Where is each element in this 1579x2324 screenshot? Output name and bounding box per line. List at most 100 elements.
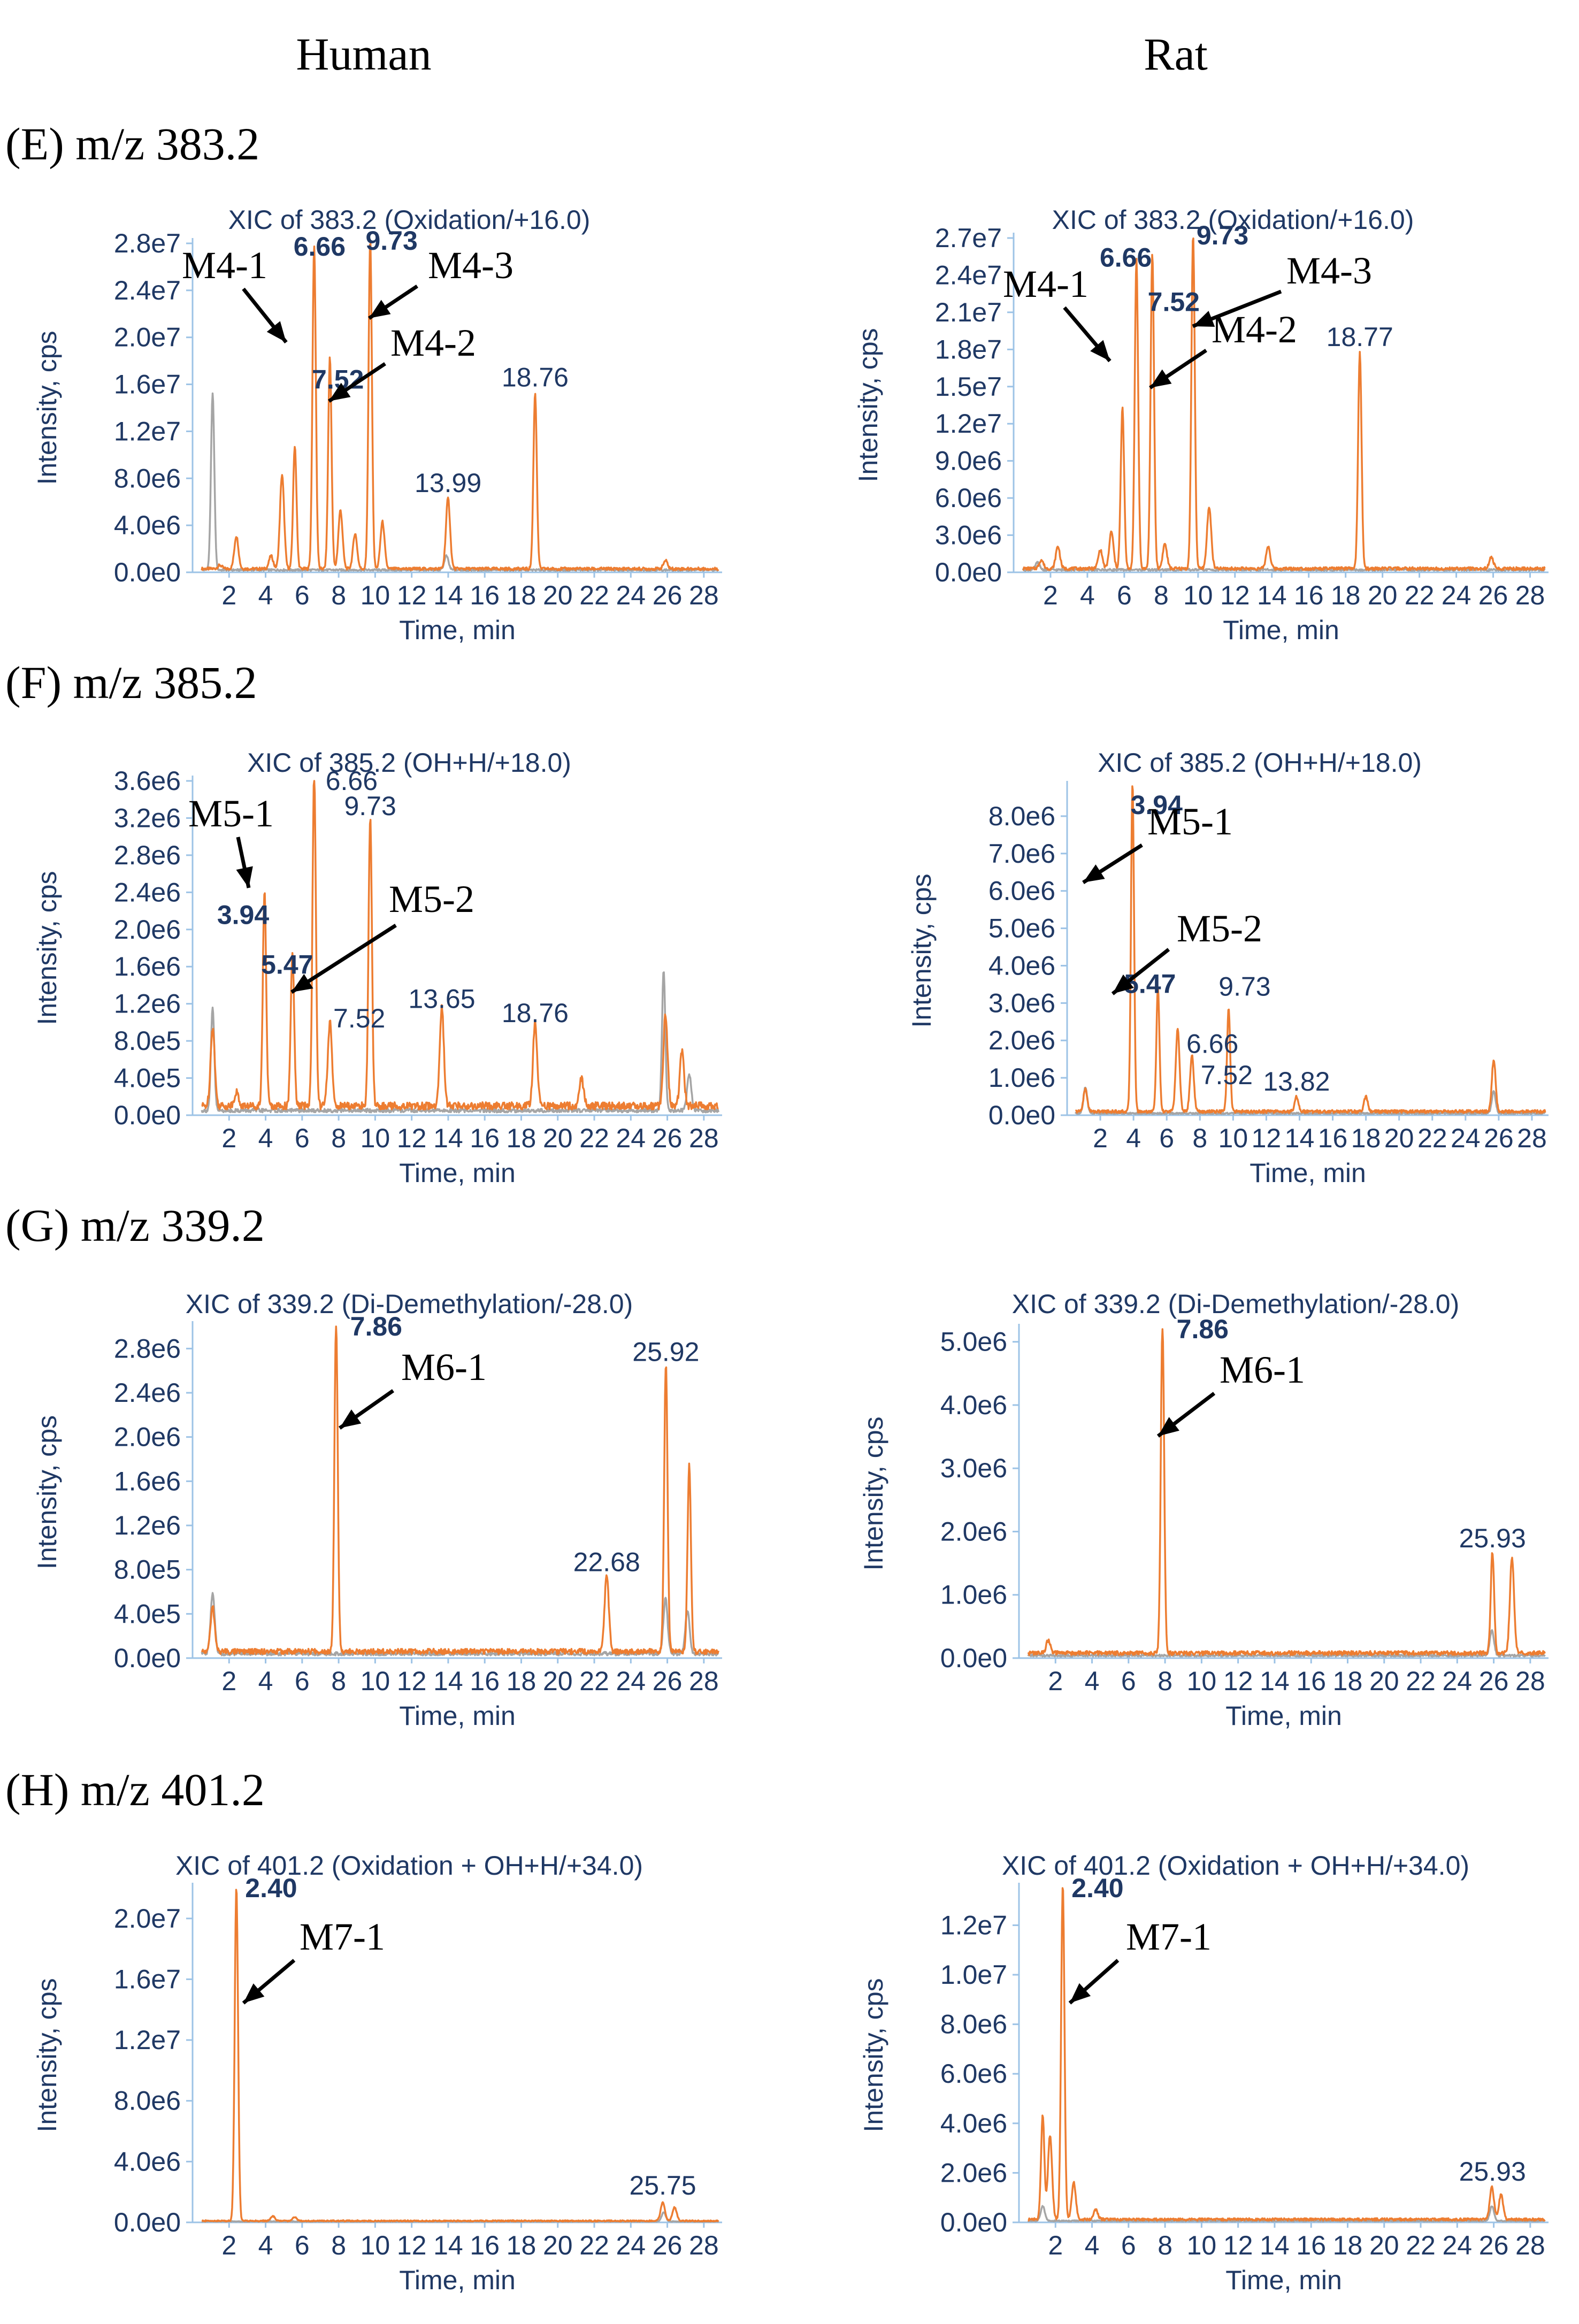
x-tick-label: 6 bbox=[295, 1666, 310, 1696]
y-tick-label: 1.0e6 bbox=[940, 1580, 1007, 1610]
peak-label: 3.94 bbox=[217, 900, 270, 930]
annotation-arrow-head bbox=[1193, 311, 1215, 327]
x-tick-label: 10 bbox=[361, 1666, 390, 1696]
x-tick-label: 2 bbox=[221, 580, 236, 610]
y-tick-label: 4.0e6 bbox=[940, 2108, 1007, 2138]
x-tick-label: 22 bbox=[1406, 2230, 1436, 2260]
y-tick-label: 0.0e0 bbox=[114, 1643, 181, 1673]
sample-trace bbox=[201, 243, 719, 571]
x-tick-label: 6 bbox=[1117, 580, 1132, 610]
x-tick-label: 24 bbox=[1442, 1666, 1472, 1696]
x-tick-label: 20 bbox=[1369, 1666, 1399, 1696]
y-tick-label: 1.5e7 bbox=[935, 372, 1002, 402]
control-trace bbox=[201, 1592, 719, 1656]
x-tick-label: 24 bbox=[616, 2230, 646, 2260]
control-trace bbox=[1027, 1629, 1546, 1658]
y-tick-label: 0.0e0 bbox=[935, 557, 1002, 587]
x-tick-label: 22 bbox=[579, 580, 609, 610]
y-tick-label: 2.8e6 bbox=[114, 1333, 181, 1363]
x-tick-label: 10 bbox=[1183, 580, 1213, 610]
x-tick-label: 28 bbox=[1515, 1666, 1545, 1696]
chart-title: XIC of 401.2 (Oxidation + OH+H/+34.0) bbox=[175, 1851, 643, 1881]
peak-label: 25.75 bbox=[629, 2170, 696, 2200]
peak-label: 6.66 bbox=[294, 232, 346, 262]
metabolite-annotation: M7-1 bbox=[300, 1915, 385, 1958]
y-tick-label: 2.8e7 bbox=[114, 228, 181, 258]
y-tick-label: 2.4e7 bbox=[114, 275, 181, 305]
y-tick-label: 1.2e7 bbox=[114, 416, 181, 446]
y-tick-label: 7.0e6 bbox=[988, 839, 1055, 869]
x-tick-label: 18 bbox=[507, 2230, 536, 2260]
x-tick-label: 16 bbox=[1296, 1666, 1326, 1696]
peak-label: 3.94 bbox=[1131, 790, 1183, 820]
y-tick-label: 1.2e6 bbox=[114, 1510, 181, 1540]
metabolite-annotation: M4-3 bbox=[428, 244, 513, 287]
x-tick-label: 26 bbox=[653, 2230, 683, 2260]
peak-label: 7.52 bbox=[1148, 287, 1200, 317]
peak-label: 7.52 bbox=[333, 1003, 385, 1033]
annotation-arrow-head bbox=[292, 974, 313, 992]
x-tick-label: 16 bbox=[1318, 1123, 1348, 1153]
x-tick-label: 14 bbox=[433, 1666, 463, 1696]
x-tick-label: 20 bbox=[543, 2230, 573, 2260]
y-tick-label: 2.1e7 bbox=[935, 297, 1002, 327]
peak-label: 7.52 bbox=[1201, 1060, 1253, 1090]
y-tick-label: 2.4e6 bbox=[114, 1378, 181, 1408]
y-tick-label: 8.0e6 bbox=[114, 463, 181, 493]
chart-title: XIC of 383.2 (Oxidation/+16.0) bbox=[1052, 205, 1414, 235]
x-tick-label: 4 bbox=[1126, 1123, 1141, 1153]
chart-rat-3: XIC of 385.2 (OH+H/+18.0) 0.0e0 1.0e6 2.0e6… bbox=[907, 748, 1549, 1188]
x-tick-label: 20 bbox=[543, 1666, 573, 1696]
x-tick-label: 14 bbox=[1285, 1123, 1315, 1153]
x-tick-label: 14 bbox=[433, 1123, 463, 1153]
x-tick-label: 8 bbox=[1192, 1123, 1207, 1153]
x-axis-label: Time, min bbox=[1225, 2265, 1342, 2295]
y-tick-label: 1.0e7 bbox=[940, 1960, 1007, 1990]
y-tick-label: 4.0e5 bbox=[114, 1063, 181, 1093]
metabolite-annotation: M4-2 bbox=[1212, 308, 1297, 351]
x-tick-label: 6 bbox=[295, 580, 310, 610]
x-tick-label: 14 bbox=[433, 580, 463, 610]
y-tick-label: 2.0e7 bbox=[114, 1904, 181, 1934]
annotation-arrow-head bbox=[1113, 974, 1134, 994]
x-tick-label: 24 bbox=[1442, 580, 1471, 610]
sample-trace bbox=[1075, 785, 1546, 1114]
chart-rat-7: XIC of 401.2 (Oxidation + OH+H/+34.0) 0.0… bbox=[859, 1851, 1549, 2295]
chart-rat-1: XIC of 383.2 (Oxidation/+16.0) 0.0e0 3.0e6… bbox=[853, 205, 1549, 645]
chart-human-4: XIC of 339.2 (Di-Demethylation/-28.0) 0.0… bbox=[32, 1289, 722, 1731]
y-axis-label: Intensity, cps bbox=[853, 328, 883, 482]
sample-trace bbox=[1028, 1887, 1546, 2222]
peak-label: 5.47 bbox=[261, 950, 313, 980]
peak-label: 22.68 bbox=[573, 1547, 640, 1577]
y-tick-label: 6.0e6 bbox=[935, 483, 1002, 513]
peak-label: 25.93 bbox=[1459, 1523, 1526, 1553]
x-tick-label: 28 bbox=[689, 1666, 719, 1696]
charts-container: XIC of 383.2 (Oxidation/+16.0) 0.0e0 4.0e6… bbox=[32, 205, 1549, 2295]
metabolite-annotation: M5-2 bbox=[1177, 907, 1262, 950]
y-tick-label: 2.0e7 bbox=[114, 323, 181, 352]
chart-title: XIC of 339.2 (Di-Demethylation/-28.0) bbox=[1012, 1289, 1459, 1319]
x-tick-label: 14 bbox=[433, 2230, 463, 2260]
x-tick-label: 22 bbox=[579, 1666, 609, 1696]
y-tick-label: 1.6e7 bbox=[114, 370, 181, 400]
x-axis-label: Time, min bbox=[1223, 615, 1339, 645]
y-axis-label: Intensity, cps bbox=[907, 873, 937, 1027]
y-tick-label: 5.0e6 bbox=[988, 914, 1055, 944]
x-tick-label: 22 bbox=[579, 1123, 609, 1153]
peak-label: 7.86 bbox=[1177, 1314, 1229, 1344]
x-tick-label: 28 bbox=[689, 1123, 719, 1153]
y-tick-label: 0.0e0 bbox=[114, 2207, 181, 2237]
y-tick-label: 4.0e6 bbox=[988, 950, 1055, 980]
x-tick-label: 22 bbox=[1417, 1123, 1447, 1153]
metabolite-annotation: M5-1 bbox=[188, 792, 274, 835]
y-tick-label: 8.0e6 bbox=[940, 2009, 1007, 2039]
chart-title: XIC of 339.2 (Di-Demethylation/-28.0) bbox=[186, 1289, 633, 1319]
sample-trace bbox=[1027, 1328, 1546, 1656]
chart-human-2: XIC of 385.2 (OH+H/+18.0) 0.0e0 4.0e5 8.0e5… bbox=[32, 748, 722, 1188]
x-tick-label: 2 bbox=[1048, 2230, 1063, 2260]
x-tick-label: 12 bbox=[1223, 2230, 1253, 2260]
x-tick-label: 24 bbox=[1442, 2230, 1472, 2260]
x-tick-label: 8 bbox=[331, 1123, 346, 1153]
peak-label: 13.82 bbox=[1263, 1067, 1330, 1096]
